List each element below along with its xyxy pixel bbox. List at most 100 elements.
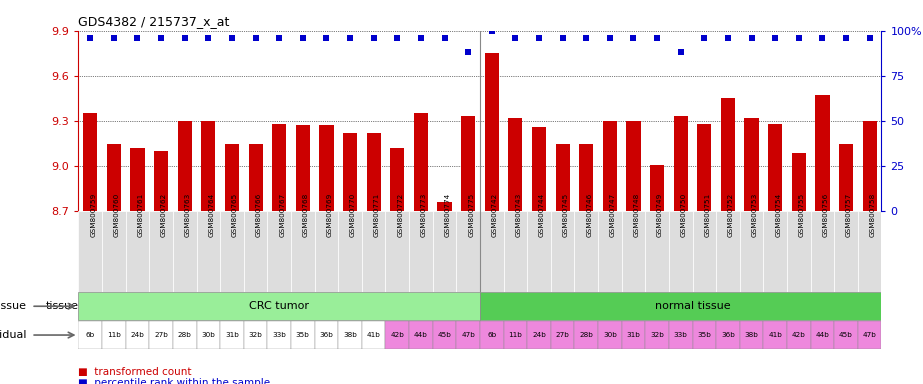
Text: tissue: tissue	[0, 301, 27, 311]
Bar	[792, 152, 806, 211]
Bar	[574, 321, 598, 349]
Text: 27b: 27b	[154, 332, 168, 338]
Bar	[438, 202, 451, 211]
Bar	[244, 211, 268, 292]
Bar	[409, 321, 433, 349]
Bar	[579, 144, 593, 211]
Bar	[456, 321, 480, 349]
Text: GSM800774: GSM800774	[445, 193, 450, 237]
Bar	[126, 321, 150, 349]
Bar	[362, 211, 386, 292]
Text: GSM800757: GSM800757	[846, 193, 852, 237]
Bar	[362, 321, 386, 349]
Text: GSM800751: GSM800751	[704, 193, 711, 237]
Text: 38b: 38b	[343, 332, 357, 338]
Bar	[295, 126, 310, 211]
Bar	[857, 321, 881, 349]
Bar	[173, 321, 197, 349]
Bar	[386, 211, 409, 292]
Bar	[366, 133, 381, 211]
Text: GSM800749: GSM800749	[657, 193, 663, 237]
Bar	[315, 211, 338, 292]
Bar	[834, 321, 857, 349]
Bar	[291, 321, 315, 349]
Bar	[338, 211, 362, 292]
Text: 11b: 11b	[509, 332, 522, 338]
Bar	[527, 211, 551, 292]
Text: GSM800743: GSM800743	[515, 193, 521, 237]
Bar	[645, 321, 669, 349]
Text: 45b: 45b	[438, 332, 451, 338]
Bar	[102, 211, 126, 292]
Text: GSM800745: GSM800745	[563, 193, 569, 237]
Text: 24b: 24b	[532, 332, 545, 338]
Bar	[291, 211, 315, 292]
Bar	[527, 321, 551, 349]
Text: GSM800773: GSM800773	[421, 193, 427, 237]
Text: GSM800771: GSM800771	[374, 193, 379, 237]
Bar	[810, 321, 834, 349]
Bar	[201, 121, 215, 211]
Text: 28b: 28b	[178, 332, 192, 338]
Bar	[692, 211, 716, 292]
Bar	[102, 321, 126, 349]
Bar	[692, 321, 716, 349]
Text: GSM800770: GSM800770	[350, 193, 356, 237]
Bar	[433, 211, 456, 292]
Bar	[338, 321, 362, 349]
Bar	[739, 211, 763, 292]
Bar	[456, 211, 480, 292]
Bar	[721, 98, 735, 211]
Bar	[225, 144, 239, 211]
Text: GSM800746: GSM800746	[586, 193, 593, 237]
Text: 42b: 42b	[390, 332, 404, 338]
Text: 28b: 28b	[580, 332, 593, 338]
Text: 6b: 6b	[487, 332, 497, 338]
Bar	[551, 211, 574, 292]
Bar	[622, 321, 645, 349]
Bar	[197, 211, 221, 292]
Text: 27b: 27b	[556, 332, 569, 338]
Text: GSM800744: GSM800744	[539, 193, 545, 237]
Bar	[645, 211, 669, 292]
Text: GSM800772: GSM800772	[397, 193, 403, 237]
Bar	[480, 321, 504, 349]
Bar	[739, 321, 763, 349]
Text: 42b: 42b	[792, 332, 806, 338]
Bar	[177, 121, 192, 211]
Text: 35b: 35b	[698, 332, 712, 338]
Bar	[268, 211, 291, 292]
Text: 32b: 32b	[248, 332, 262, 338]
Text: 47b: 47b	[863, 332, 877, 338]
Text: GSM800766: GSM800766	[256, 193, 261, 237]
Text: ■  percentile rank within the sample: ■ percentile rank within the sample	[78, 378, 270, 384]
Text: 30b: 30b	[603, 332, 617, 338]
Bar	[669, 321, 692, 349]
Text: GSM800753: GSM800753	[751, 193, 758, 237]
Text: GSM800767: GSM800767	[279, 193, 285, 237]
Text: GSM800755: GSM800755	[798, 193, 805, 237]
Bar	[272, 124, 286, 211]
Text: 47b: 47b	[462, 332, 475, 338]
Text: GSM800762: GSM800762	[162, 193, 167, 237]
Bar	[669, 211, 692, 292]
Text: GSM800775: GSM800775	[468, 193, 474, 237]
Text: GSM800758: GSM800758	[869, 193, 876, 237]
Text: GSM800759: GSM800759	[90, 193, 96, 237]
Text: GSM800764: GSM800764	[209, 193, 214, 237]
Text: normal tissue: normal tissue	[654, 301, 730, 311]
Bar	[787, 321, 810, 349]
Text: GSM800769: GSM800769	[327, 193, 332, 237]
Bar	[674, 116, 688, 211]
Bar	[857, 211, 881, 292]
Text: 45b: 45b	[839, 332, 853, 338]
Text: 41b: 41b	[366, 332, 380, 338]
Text: GSM800761: GSM800761	[138, 193, 143, 237]
Text: ■  transformed count: ■ transformed count	[78, 367, 192, 377]
Bar	[598, 211, 622, 292]
Bar	[834, 211, 857, 292]
Text: 33b: 33b	[674, 332, 688, 338]
Bar	[386, 321, 409, 349]
Text: 6b: 6b	[86, 332, 95, 338]
Bar	[598, 321, 622, 349]
